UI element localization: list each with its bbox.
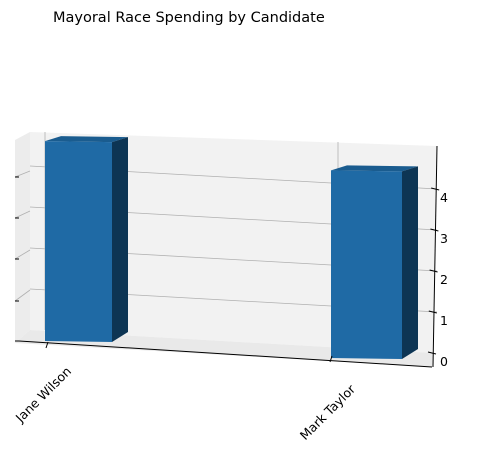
y-tick-mark xyxy=(429,269,438,273)
floor-pane xyxy=(15,330,433,367)
y-tick-mark xyxy=(430,228,439,232)
bars xyxy=(45,136,418,359)
bar-side-face xyxy=(402,166,418,359)
bar-front-face xyxy=(45,141,112,342)
left-pane-gridlines xyxy=(14,170,31,302)
y-tick-label: 1 xyxy=(440,313,448,328)
y-tick-label: 3 xyxy=(440,231,448,246)
bar-top-face xyxy=(331,165,418,172)
left-pane xyxy=(15,132,30,343)
bar-top-face xyxy=(45,136,128,143)
x-tick-mark xyxy=(45,341,49,349)
chart-title: Mayoral Race Spending by Candidate xyxy=(53,10,325,26)
y-tick-label: 0 xyxy=(440,354,448,369)
axes xyxy=(18,145,438,368)
bar xyxy=(45,136,128,342)
y-tick-label: 2 xyxy=(440,272,448,287)
y-tick-label: 4 xyxy=(440,190,448,205)
y-tick-mark xyxy=(431,187,440,191)
y-tick-mark xyxy=(427,351,437,355)
bar-front-face xyxy=(331,170,402,359)
bar xyxy=(331,165,418,359)
x-tick-mark xyxy=(329,355,333,363)
bar-side-face xyxy=(112,137,128,342)
y-ticks: 0 1 2 3 4 xyxy=(15,176,448,369)
y-tick-mark xyxy=(428,310,437,314)
